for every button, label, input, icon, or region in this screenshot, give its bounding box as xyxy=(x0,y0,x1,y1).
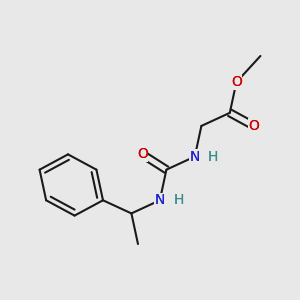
Text: O: O xyxy=(137,147,148,161)
Text: H: H xyxy=(174,193,184,207)
Text: O: O xyxy=(248,119,259,133)
Text: O: O xyxy=(231,75,242,89)
Text: N: N xyxy=(155,193,165,207)
Text: N: N xyxy=(155,193,165,207)
Text: N: N xyxy=(190,150,200,164)
Text: H: H xyxy=(207,150,218,164)
Text: O: O xyxy=(231,75,242,89)
Text: O: O xyxy=(248,119,259,133)
Text: O: O xyxy=(137,147,148,161)
Text: N: N xyxy=(190,150,200,164)
Text: H: H xyxy=(174,193,184,207)
Text: H: H xyxy=(207,150,218,164)
